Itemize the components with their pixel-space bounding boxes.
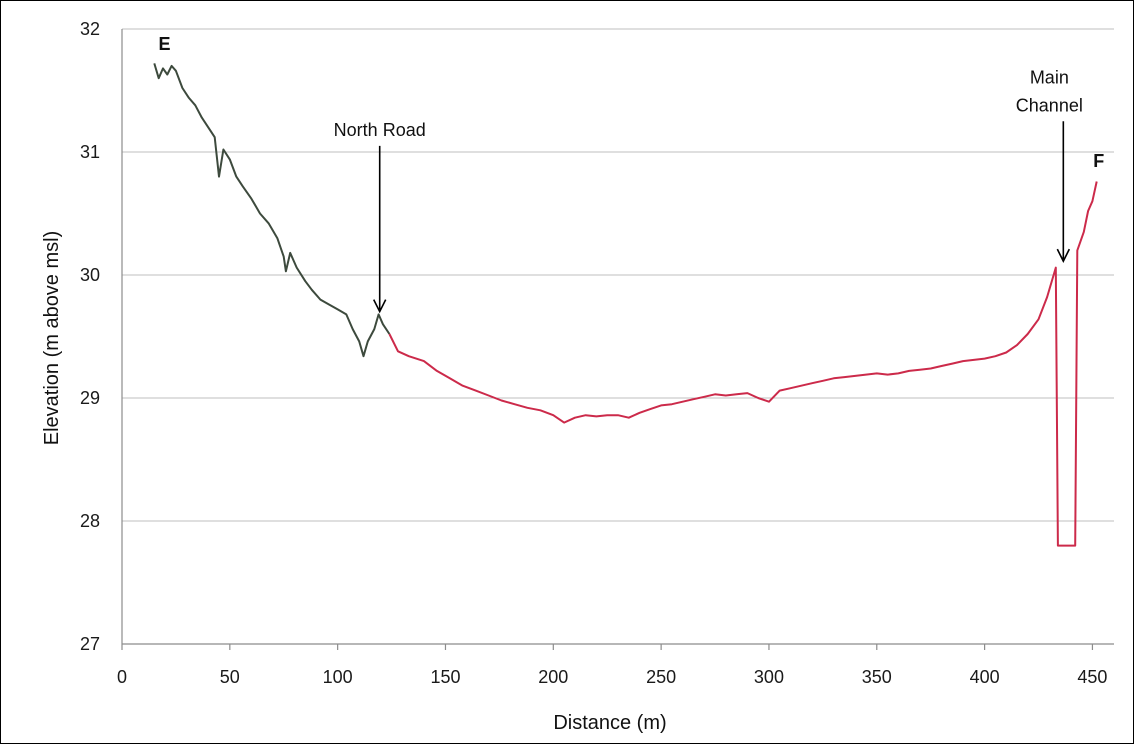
main-channel-label: Main Channel	[1016, 67, 1083, 115]
y-tick-label: 31	[80, 142, 100, 162]
annotations: North Road Main Channel E F	[158, 34, 1104, 314]
point-label-f: F	[1093, 151, 1104, 171]
x-tick-label: 400	[970, 667, 1000, 687]
profile-segment-2	[388, 181, 1098, 547]
x-tick-label: 300	[754, 667, 784, 687]
x-tick-label: 450	[1077, 667, 1107, 687]
x-tick-label: 100	[323, 667, 353, 687]
y-axis-title: Elevation (m above msl)	[41, 231, 63, 446]
x-tick-label: 200	[538, 667, 568, 687]
y-tick-label: 28	[80, 511, 100, 531]
y-tick-label: 27	[80, 634, 100, 654]
grid-lines	[122, 28, 1114, 522]
y-tick-label: 32	[80, 19, 100, 39]
north-road-label: North Road	[334, 120, 426, 140]
x-tick-label: 350	[862, 667, 892, 687]
x-tick-label: 250	[646, 667, 676, 687]
tick-labels: 27 28 29 30 31 32 0 50 100 150 200 250 300 350 400 450	[80, 19, 1107, 687]
x-tick-label: 150	[430, 667, 460, 687]
series-lines	[153, 63, 1098, 547]
x-tick-label: 0	[117, 667, 127, 687]
x-tick-label: 50	[220, 667, 240, 687]
point-label-e: E	[158, 34, 170, 54]
profile-segment-1	[153, 63, 391, 358]
axes	[121, 29, 1114, 650]
y-tick-label: 29	[80, 388, 100, 408]
main-channel-arrowhead	[1056, 248, 1071, 263]
y-tick-label: 30	[80, 265, 100, 285]
x-axis-title: Distance (m)	[553, 712, 666, 734]
north-road-arrowhead	[372, 299, 387, 314]
